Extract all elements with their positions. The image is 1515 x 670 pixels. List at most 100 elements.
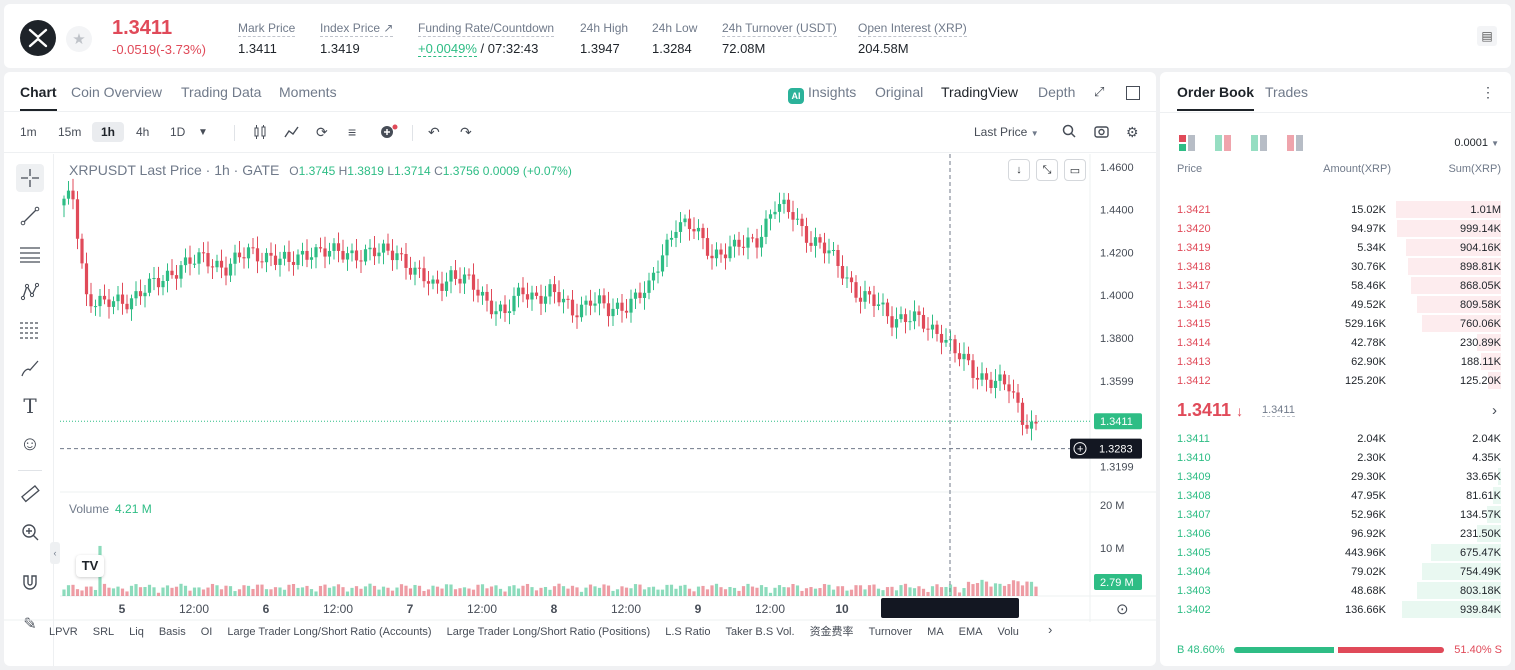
ask-row[interactable]: 1.3412 125.20K 125.20K [1160,371,1511,390]
ask-row[interactable]: 1.3413 62.90K 188.11K [1160,352,1511,371]
stat-index-price[interactable]: Index Price ↗ 1.3419 [320,21,394,56]
add-alert-icon[interactable] [380,124,398,143]
tab-coin-overview[interactable]: Coin Overview [71,84,163,100]
precision-select[interactable]: 0.0001 ▼ [1454,137,1499,149]
search-icon[interactable] [1062,124,1076,141]
indicator-item[interactable]: SRL [92,626,115,638]
pencil-lock-icon[interactable]: ✎ [23,616,37,633]
bid-row[interactable]: 1.3409 29.30K 33.65K [1160,467,1511,486]
more-options-icon[interactable]: ⋮ [1481,84,1495,100]
bid-row[interactable]: 1.3405 443.96K 675.47K [1160,543,1511,562]
tradingview-logo-icon[interactable]: TV [76,555,104,577]
indicator-item[interactable]: Large Trader Long/Short Ratio (Positions… [446,626,651,638]
view-tradingview[interactable]: TradingView [941,84,1019,100]
indicators-icon[interactable] [284,124,300,143]
ask-sum: 1.01M [1470,204,1501,216]
candle-body [368,247,372,250]
view-original[interactable]: Original [875,84,924,100]
volume-bar [147,584,152,596]
bid-row[interactable]: 1.3408 47.95K 81.61K [1160,486,1511,505]
tab-chart[interactable]: Chart [20,84,57,111]
ask-amount: 15.02K [1351,204,1386,216]
timeframe-1d[interactable]: 1D [170,125,186,139]
expand-icon[interactable]: ⤢ [1094,84,1105,99]
volume-bar [471,589,476,596]
replay-icon[interactable]: ⟳ [316,124,328,140]
indicator-item[interactable]: LPVR [49,626,78,638]
ask-row[interactable]: 1.3418 30.76K 898.81K [1160,257,1511,276]
window-icon[interactable] [1126,86,1140,100]
scroll-down-icon[interactable]: ↓ [1008,159,1030,181]
ruler-icon[interactable] [16,480,44,508]
price-type-select[interactable]: Last Price ▼ [974,125,1039,139]
guide-book-icon[interactable]: ▤ [1477,26,1497,46]
candle-body [651,272,656,281]
indicator-item[interactable]: OI [200,626,213,638]
bid-row[interactable]: 1.3406 96.92K 231.50K [1160,524,1511,543]
indicator-item[interactable]: Large Trader Long/Short Ratio (Accounts) [227,626,432,638]
indicator-scroll-right-icon[interactable]: › [1048,622,1053,637]
timeframe-15m[interactable]: 15m [58,125,82,139]
indicator-item[interactable]: Basis [158,626,186,638]
crosshair-icon[interactable] [16,164,44,192]
tab-moments[interactable]: Moments [279,84,337,100]
settings-gear-icon[interactable]: ⚙ [1126,124,1139,140]
redo-icon[interactable]: ↷ [460,124,472,140]
layout-split-icon[interactable] [1215,135,1231,151]
tab-order-book[interactable]: Order Book [1177,84,1255,111]
ask-row[interactable]: 1.3417 58.46K 868.05K [1160,276,1511,295]
chart-reset-icon[interactable]: ⊙ [1116,601,1129,618]
indicator-item[interactable]: Turnover [868,626,913,638]
view-depth[interactable]: Depth [1038,84,1076,100]
indicator-item[interactable]: MA [927,626,944,638]
collapse-panes-icon[interactable]: ⤡ [1036,159,1058,181]
fib-retracement-icon[interactable] [16,316,44,344]
tab-trades[interactable]: Trades [1265,84,1309,100]
bid-row[interactable]: 1.3411 2.04K 2.04K [1160,429,1511,448]
favorite-star-icon[interactable]: ★ [66,26,92,52]
magnet-icon[interactable] [16,568,44,596]
ask-row[interactable]: 1.3415 529.16K 760.06K [1160,314,1511,333]
collapse-toolbar-icon[interactable]: ‹ [50,542,60,564]
templates-icon[interactable]: ≡ [348,124,357,140]
undo-icon[interactable]: ↶ [428,124,440,140]
indicator-item[interactable]: Volu [997,626,1019,638]
ask-row[interactable]: 1.3421 15.02K 1.01M [1160,200,1511,219]
volume-bar [255,584,260,596]
indicator-item[interactable]: EMA [958,626,983,638]
brush-icon[interactable] [16,354,44,382]
bid-row[interactable]: 1.3404 79.02K 754.49K [1160,562,1511,581]
ask-row[interactable]: 1.3419 5.34K 904.16K [1160,238,1511,257]
layout-asks-icon[interactable] [1287,135,1303,151]
timeframe-dropdown-icon[interactable]: ▼ [198,127,208,138]
layout-bids-icon[interactable] [1251,135,1267,151]
layout-both-icon[interactable] [1179,135,1195,151]
text-tool-icon[interactable]: T [23,394,37,418]
tab-trading-data[interactable]: Trading Data [181,84,262,100]
bid-row[interactable]: 1.3410 2.30K 4.35K [1160,448,1511,467]
timeframe-1m[interactable]: 1m [20,125,37,139]
fib-lines-icon[interactable] [16,240,44,268]
indicator-item[interactable]: 资金费率 [809,626,854,638]
insights-button[interactable]: AI Insights [788,84,856,104]
indicator-item[interactable]: Liq [129,626,144,638]
indicator-item[interactable]: Taker B.S Vol. [725,626,795,638]
ask-row[interactable]: 1.3420 94.97K 999.14K [1160,219,1511,238]
indicator-item[interactable]: L.S Ratio [665,626,711,638]
ask-row[interactable]: 1.3416 49.52K 809.58K [1160,295,1511,314]
ask-row[interactable]: 1.3414 42.78K 230.89K [1160,333,1511,352]
emoji-icon[interactable]: ☺ [19,432,41,455]
zoom-in-icon[interactable] [16,518,44,546]
candle-type-icon[interactable] [252,124,268,143]
maximize-chart-icon[interactable]: ▭ [1064,159,1086,181]
pattern-icon[interactable] [16,278,44,306]
timeframe-1h[interactable]: 1h [92,122,125,142]
chevron-right-icon[interactable]: › [1492,402,1497,419]
bid-row[interactable]: 1.3402 136.66K 939.84K [1160,600,1511,619]
camera-icon[interactable] [1094,124,1109,141]
bid-row[interactable]: 1.3407 52.96K 134.57K [1160,505,1511,524]
trend-line-icon[interactable] [16,202,44,230]
timeframe-4h[interactable]: 4h [136,125,150,139]
bid-row[interactable]: 1.3403 48.68K 803.18K [1160,581,1511,600]
candle-body [660,255,665,272]
